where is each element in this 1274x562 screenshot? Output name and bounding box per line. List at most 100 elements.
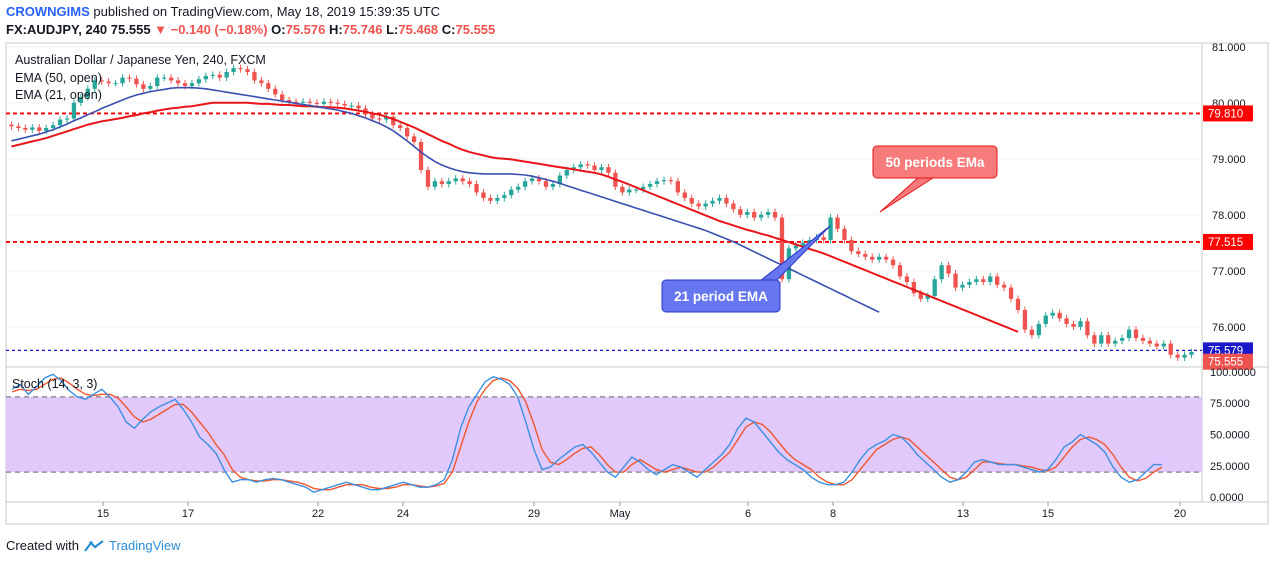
candle-body	[759, 214, 764, 218]
candle-body	[870, 256, 875, 260]
candle-body	[1106, 335, 1111, 344]
candle-body	[453, 178, 458, 182]
candle-body	[835, 217, 840, 229]
candle-body	[238, 68, 243, 70]
footer: Created with TradingView	[6, 538, 181, 553]
candle-body	[162, 77, 167, 79]
candle-body	[543, 181, 549, 187]
ema21-legend[interactable]: EMA (21, open)	[15, 88, 102, 102]
time-tick-label: 17	[182, 508, 194, 520]
candle-body	[217, 74, 222, 78]
created-with-text: Created with	[6, 538, 79, 553]
candle-body	[411, 136, 417, 142]
candle-body	[828, 217, 833, 240]
candle-body	[155, 77, 160, 86]
tradingview-logo-icon	[84, 539, 104, 552]
close-label: C:	[441, 22, 456, 37]
candle-body	[252, 72, 257, 81]
level-price-tag	[1203, 233, 1253, 250]
candle-body	[1147, 340, 1153, 344]
ema21-callout: 21 period EMA	[661, 225, 831, 313]
candle-body	[522, 181, 528, 187]
candle-body	[995, 276, 1000, 285]
ema50-legend[interactable]: EMA (50, open)	[15, 71, 102, 85]
candle-body	[738, 209, 743, 215]
candle-body	[932, 279, 937, 296]
candle-body	[293, 101, 299, 103]
price-tick-label: 76.000	[1212, 322, 1246, 334]
candle-body	[1140, 338, 1146, 341]
candle-body	[1064, 318, 1069, 324]
candle-body	[328, 101, 333, 103]
candle-body	[460, 178, 465, 182]
candle-body	[717, 198, 722, 201]
candle-body	[439, 181, 444, 184]
low-label: L:	[386, 22, 399, 37]
candle-body	[273, 88, 278, 95]
candle-body	[425, 170, 431, 187]
candle-body	[578, 164, 583, 168]
last-price: 75.555	[110, 22, 151, 37]
candle-body	[765, 212, 771, 215]
candle-body	[314, 102, 320, 104]
close-value: 75.555	[455, 22, 496, 37]
candle-body	[231, 68, 236, 72]
candle-body	[342, 103, 347, 106]
candle-body	[1078, 321, 1083, 327]
candle-body	[654, 181, 660, 184]
time-tick-label: 15	[1042, 508, 1054, 520]
time-tick-label: 20	[1174, 508, 1186, 520]
candle-body	[752, 212, 757, 218]
candle-body	[1008, 287, 1014, 299]
candle-body	[203, 75, 208, 80]
candle-body	[946, 265, 951, 274]
candle-body	[224, 72, 229, 78]
time-tick-label: 22	[312, 508, 324, 520]
candle-body	[259, 80, 264, 84]
author-name[interactable]: CROWNGIMS	[6, 4, 90, 19]
candle-body	[384, 116, 389, 120]
candle-body	[113, 83, 118, 85]
candle-body	[1050, 312, 1055, 316]
high-label: H:	[329, 22, 343, 37]
stoch-legend[interactable]: Stoch (14, 3, 3)	[12, 377, 98, 391]
candle-body	[495, 198, 500, 201]
candle-body	[16, 126, 21, 128]
price-tick-label: 78.000	[1212, 210, 1246, 222]
candle-body	[85, 88, 90, 98]
candle-body	[377, 118, 382, 120]
candle-body	[557, 175, 563, 184]
time-tick-label: 15	[97, 508, 109, 520]
candle-body	[585, 164, 590, 166]
candle-body	[446, 181, 451, 184]
candle-body	[634, 189, 639, 191]
candle-body	[286, 100, 292, 102]
candle-body	[71, 102, 77, 119]
candle-body	[370, 114, 375, 119]
candle-body	[696, 203, 701, 207]
candle-body	[349, 105, 354, 107]
candle-body	[516, 186, 521, 190]
candle-body	[599, 167, 604, 170]
candle-body	[1168, 343, 1173, 355]
candle-body	[890, 259, 896, 266]
candle-body	[57, 119, 63, 126]
candle-body	[564, 170, 569, 176]
candle-body	[432, 181, 438, 187]
candle-body	[64, 118, 70, 120]
candle-body	[189, 83, 195, 86]
candle-body	[1015, 298, 1021, 310]
tradingview-brand[interactable]: TradingView	[108, 538, 181, 553]
candle-body	[675, 181, 681, 193]
candle-body	[800, 242, 805, 246]
time-tick-label: 8	[830, 508, 836, 520]
candle-body	[1085, 321, 1090, 336]
candle-body	[1057, 312, 1062, 319]
candle-body	[78, 97, 84, 103]
candle-body	[974, 279, 979, 282]
time-tick-label: 24	[397, 508, 409, 520]
candle-body	[502, 195, 507, 198]
price-tick-label: 81.000	[1212, 42, 1246, 54]
candle-body	[106, 81, 111, 84]
